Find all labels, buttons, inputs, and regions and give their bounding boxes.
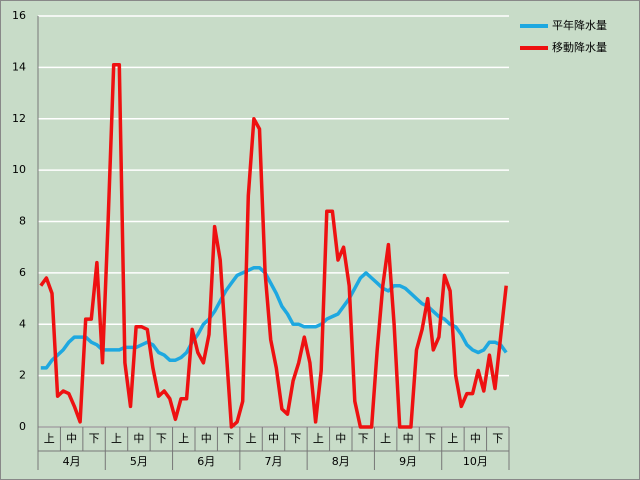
x-tick-label: 下 (358, 432, 369, 445)
x-tick-label: 上 (111, 432, 122, 445)
x-tick-label: 中 (268, 432, 279, 445)
x-tick-label: 中 (66, 432, 77, 445)
x-tick-label: 下 (492, 432, 503, 445)
x-tick-label: 上 (44, 432, 55, 445)
x-group-label: 9月 (399, 455, 417, 468)
x-tick-label: 中 (201, 432, 212, 445)
x-group-label: 10月 (463, 455, 488, 468)
y-tick-label: 14 (12, 60, 26, 73)
x-tick-label: 下 (290, 432, 301, 445)
y-tick-label: 12 (12, 112, 26, 125)
x-tick-label: 上 (313, 432, 324, 445)
x-tick-label: 上 (380, 432, 391, 445)
x-tick-label: 上 (447, 432, 458, 445)
x-tick-label: 上 (246, 432, 257, 445)
x-tick-label: 上 (178, 432, 189, 445)
x-tick-label: 下 (89, 432, 100, 445)
x-group-label: 6月 (197, 455, 215, 468)
y-tick-label: 8 (19, 215, 26, 228)
series-line (39, 63, 508, 429)
y-tick-label: 6 (19, 266, 26, 279)
x-group-label: 4月 (63, 455, 81, 468)
y-tick-label: 4 (19, 317, 26, 330)
x-tick-label: 下 (223, 432, 234, 445)
x-group-label: 7月 (265, 455, 283, 468)
x-tick-label: 中 (335, 432, 346, 445)
y-tick-label: 10 (12, 163, 26, 176)
x-group-label: 5月 (130, 455, 148, 468)
x-group-label: 8月 (332, 455, 350, 468)
x-tick-label: 中 (470, 432, 481, 445)
x-tick-label: 中 (133, 432, 144, 445)
x-tick-label: 下 (425, 432, 436, 445)
x-tick-label: 中 (403, 432, 414, 445)
y-tick-label: 2 (19, 369, 26, 382)
legend-label: 平年降水量 (552, 18, 607, 32)
y-tick-label: 0 (19, 420, 26, 433)
y-tick-label: 16 (12, 9, 26, 22)
legend-label: 移動降水量 (552, 40, 607, 54)
x-tick-label: 下 (156, 432, 167, 445)
